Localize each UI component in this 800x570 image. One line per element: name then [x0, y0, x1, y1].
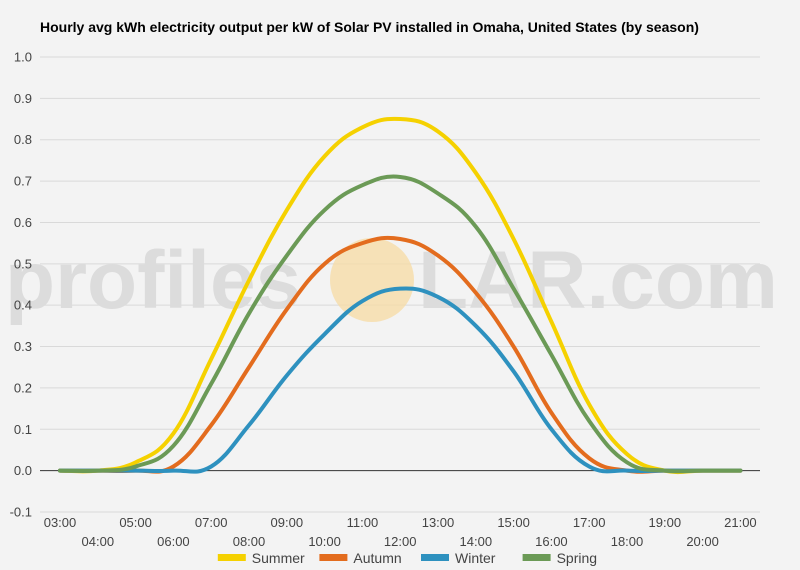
- watermark: profiles LAR.com: [5, 235, 778, 326]
- x-tick-label: 14:00: [460, 534, 493, 549]
- x-tick-label: 11:00: [347, 515, 379, 530]
- y-tick-label: 0.8: [14, 132, 32, 147]
- legend-swatch-spring: [522, 554, 551, 561]
- legend-label-autumn: Autumn: [353, 550, 401, 566]
- x-tick-label: 15:00: [497, 515, 530, 530]
- x-tick-label: 12:00: [384, 534, 417, 549]
- series-lines: [58, 116, 743, 475]
- series-line-winter: [58, 286, 743, 474]
- legend: Summer Autumn Winter Spring: [217, 550, 597, 566]
- y-tick-label: 0.1: [14, 422, 32, 437]
- y-tick-label: 0.6: [14, 215, 32, 230]
- gridlines: [40, 56, 760, 513]
- x-tick-label: 07:00: [195, 515, 228, 530]
- legend-label-summer: Summer: [252, 550, 305, 566]
- series-line-spring: [58, 174, 743, 474]
- y-tick-label: 1.0: [14, 50, 32, 65]
- y-tick-label: 0.4: [14, 298, 32, 313]
- x-tick-label: 19:00: [649, 515, 682, 530]
- y-tick-label: 0.3: [14, 339, 32, 354]
- y-tick-label: -0.1: [10, 505, 32, 520]
- x-tick-label: 08:00: [233, 534, 266, 549]
- x-tick-label: 06:00: [157, 534, 190, 549]
- y-tick-label: 0.2: [14, 380, 32, 395]
- x-tick-label: 10:00: [308, 534, 341, 549]
- x-tick-label: 20:00: [686, 534, 719, 549]
- x-tick-label: 09:00: [271, 515, 304, 530]
- watermark-right-text: LAR.com: [418, 235, 778, 326]
- y-axis-tick-labels: -0.1 0.0 0.1 0.2 0.3 0.4 0.5 0.6 0.7 0.8 0.9 1.0: [10, 50, 32, 520]
- legend-label-winter: Winter: [455, 550, 496, 566]
- legend-swatch-winter: [421, 554, 449, 561]
- legend-label-spring: Spring: [557, 550, 597, 566]
- x-tick-label: 17:00: [573, 515, 606, 530]
- series-line-summer: [58, 116, 743, 475]
- x-axis-tick-labels: 03:00 04:00 05:00 06:00 07:00 08:00 09:00 10:00…: [44, 515, 757, 549]
- y-tick-label: 0.7: [14, 174, 32, 189]
- x-tick-label: 05:00: [119, 515, 152, 530]
- x-tick-label: 21:00: [724, 515, 757, 530]
- x-tick-label: 16:00: [535, 534, 568, 549]
- watermark-sun-logo: [330, 238, 414, 322]
- legend-swatch-summer: [217, 554, 246, 561]
- x-tick-label: 03:00: [44, 515, 77, 530]
- y-tick-label: 0.5: [14, 256, 32, 271]
- legend-swatch-autumn: [319, 554, 348, 561]
- y-tick-label: 0.9: [14, 91, 32, 106]
- x-tick-label: 13:00: [422, 515, 455, 530]
- chart-title: Hourly avg kWh electricity output per kW…: [40, 19, 699, 35]
- watermark-left-text: profiles: [5, 235, 301, 326]
- x-tick-label: 18:00: [611, 534, 644, 549]
- x-tick-label: 04:00: [82, 534, 115, 549]
- y-tick-label: 0.0: [14, 463, 32, 478]
